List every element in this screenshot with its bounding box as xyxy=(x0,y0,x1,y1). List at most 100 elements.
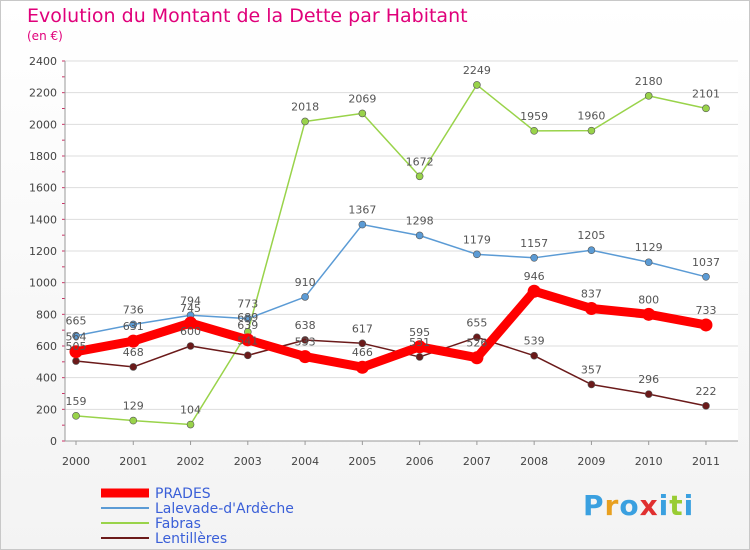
data-point xyxy=(298,350,312,364)
data-label: 910 xyxy=(295,276,316,289)
data-point xyxy=(129,320,138,329)
data-label: 159 xyxy=(66,395,87,408)
data-point xyxy=(358,220,367,229)
data-point xyxy=(415,231,424,240)
data-label: 638 xyxy=(295,319,316,332)
x-tick-label: 2011 xyxy=(692,455,720,468)
data-point xyxy=(587,380,596,389)
chart-subtitle: (en €) xyxy=(27,29,63,43)
data-point xyxy=(702,402,710,410)
data-point xyxy=(72,357,80,365)
legend-label: PRADES xyxy=(155,486,211,502)
y-tick-label: 600 xyxy=(36,340,57,353)
data-label: 1157 xyxy=(520,237,548,250)
data-label: 222 xyxy=(695,385,716,398)
logo-letter: i xyxy=(683,489,695,522)
data-label: 1205 xyxy=(577,229,605,242)
data-point xyxy=(530,351,538,360)
y-tick-label: 2400 xyxy=(29,55,57,68)
data-point xyxy=(244,351,252,360)
data-point xyxy=(72,412,80,420)
data-point xyxy=(473,81,481,89)
x-tick-label: 2010 xyxy=(635,455,663,468)
data-point xyxy=(473,333,481,342)
data-point xyxy=(244,314,252,323)
data-label: 1960 xyxy=(577,110,605,123)
data-point xyxy=(584,301,598,315)
y-tick-label: 1600 xyxy=(29,182,57,195)
data-point xyxy=(413,340,427,354)
data-point xyxy=(644,258,653,267)
data-label: 1367 xyxy=(348,204,376,217)
logo-letter: x xyxy=(639,489,659,522)
data-label: 526 xyxy=(466,337,487,350)
proxiti-logo: Proxiti xyxy=(583,489,694,522)
data-point xyxy=(126,334,140,348)
data-point xyxy=(587,246,596,255)
data-label: 2101 xyxy=(692,87,720,100)
x-tick-label: 2002 xyxy=(177,455,205,468)
data-label: 564 xyxy=(66,331,87,344)
data-point xyxy=(644,92,653,100)
data-label: 1037 xyxy=(692,256,720,269)
data-label: 600 xyxy=(180,325,201,338)
y-tick-label: 1000 xyxy=(29,277,57,290)
legend-label: Lentillères xyxy=(155,531,227,547)
data-label: 541 xyxy=(237,334,258,347)
x-tick-label: 2007 xyxy=(463,455,491,468)
data-label: 357 xyxy=(581,363,602,376)
data-point xyxy=(702,273,710,281)
data-label: 2180 xyxy=(635,75,663,88)
data-point xyxy=(72,331,80,340)
data-point xyxy=(415,172,424,181)
data-label: 631 xyxy=(123,320,144,333)
data-label: 2249 xyxy=(463,64,491,77)
data-point xyxy=(358,339,367,348)
data-label: 505 xyxy=(66,340,87,353)
data-label: 466 xyxy=(352,346,373,359)
data-label: 595 xyxy=(409,326,430,339)
data-label: 736 xyxy=(123,303,144,316)
data-point xyxy=(186,420,195,429)
x-tick-label: 2009 xyxy=(577,455,605,468)
logo-letter: i xyxy=(658,489,670,522)
data-label: 773 xyxy=(237,298,258,311)
data-label: 617 xyxy=(352,322,373,335)
series-line-1 xyxy=(75,223,707,337)
x-tick-label: 2003 xyxy=(234,455,262,468)
data-label: 1959 xyxy=(520,110,548,123)
logo-letter: o xyxy=(619,489,640,522)
data-point xyxy=(587,126,596,135)
data-point xyxy=(527,284,541,298)
data-label: 794 xyxy=(180,294,201,307)
data-point xyxy=(184,316,198,330)
data-label: 533 xyxy=(295,336,316,349)
data-label: 837 xyxy=(581,287,602,300)
data-point xyxy=(355,360,369,374)
data-point xyxy=(702,104,710,113)
data-point xyxy=(301,293,309,301)
y-tick-label: 800 xyxy=(36,308,57,321)
x-tick-label: 2005 xyxy=(348,455,376,468)
data-point xyxy=(530,254,538,262)
data-label: 1179 xyxy=(463,233,491,246)
data-point xyxy=(301,336,309,344)
data-point xyxy=(301,117,309,126)
data-point xyxy=(358,109,367,118)
logo-letter: r xyxy=(604,489,620,522)
data-point xyxy=(470,351,484,365)
data-label: 129 xyxy=(123,400,144,413)
data-label: 946 xyxy=(524,270,545,283)
data-label: 1129 xyxy=(635,241,663,254)
series-line-0 xyxy=(71,286,711,372)
y-tick-label: 1400 xyxy=(29,213,57,226)
data-point xyxy=(415,353,424,361)
data-point xyxy=(129,416,138,425)
y-tick-label: 200 xyxy=(36,403,57,416)
data-point xyxy=(129,363,138,371)
data-point xyxy=(241,333,255,347)
logo-letter: P xyxy=(583,489,605,522)
data-point xyxy=(699,318,713,332)
logo-letter: t xyxy=(669,489,684,522)
legend-label: Fabras xyxy=(155,516,201,532)
